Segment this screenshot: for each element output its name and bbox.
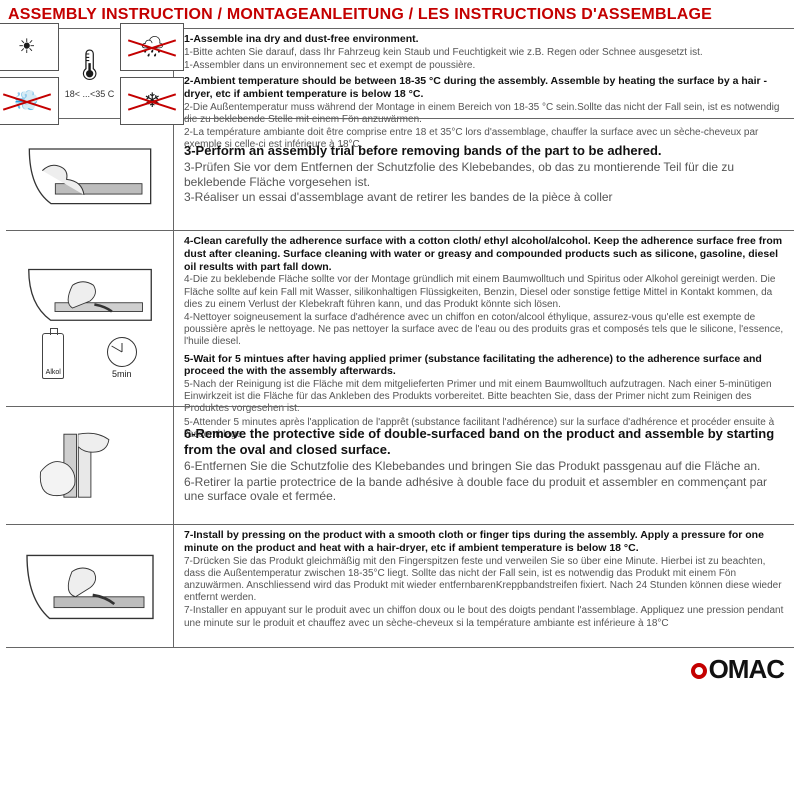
step-6-text: 6-Remove the protective side of double-s… — [174, 407, 794, 524]
step3-en: 3-Perform an assembly trial before remov… — [184, 143, 788, 159]
step-4-5-text: 4-Clean carefully the adherence surface … — [174, 231, 794, 406]
step4-en: 4-Clean carefully the adherence surface … — [184, 235, 788, 273]
step-7-picto — [6, 525, 174, 647]
thermometer-icon: 🌡 — [70, 48, 108, 83]
step-7-text: 7-Install by pressing on the product wit… — [174, 525, 794, 647]
no-rain-icon: 🌧 — [120, 23, 184, 71]
step1-en: 1-Assemble ina dry and dust-free environ… — [184, 33, 788, 46]
step7-fr: 7-Installer en appuyant sur le produit a… — [184, 605, 788, 629]
step-1-2-picto: ☀ 💨 🌡 18< ...<35 C 🌧 ❄ — [6, 29, 174, 118]
sun-icon: ☀ — [0, 23, 59, 71]
step3-fr: 3-Réaliser un essai d'assemblage avant d… — [184, 190, 788, 205]
step-4-5-picto: Alkol 5min — [6, 231, 174, 406]
step-3-row: 3-Perform an assembly trial before remov… — [6, 118, 794, 230]
step-1-2-text: 1-Assemble ina dry and dust-free environ… — [174, 29, 794, 118]
step-6-row: 6-Remove the protective side of double-s… — [6, 406, 794, 524]
peel-tape-icon — [15, 418, 165, 513]
step1-de: 1-Bitte achten Sie darauf, dass Ihr Fahr… — [184, 47, 788, 59]
wait-5min-icon: 5min — [107, 337, 137, 379]
step4-fr: 4-Nettoyer soigneusement la surface d'ad… — [184, 312, 788, 349]
step-7-row: 7-Install by pressing on the product wit… — [6, 524, 794, 648]
step-1-2-row: ☀ 💨 🌡 18< ...<35 C 🌧 ❄ 1-Assemble ina dr… — [6, 28, 794, 118]
brand-logo: OMAC — [691, 654, 784, 685]
temp-range-label: 18< ...<35 C — [65, 89, 115, 99]
press-install-icon — [15, 541, 165, 631]
bottle-label: Alkol — [46, 369, 61, 376]
step7-en: 7-Install by pressing on the product wit… — [184, 529, 788, 555]
step-6-picto — [6, 407, 174, 524]
step4-de: 4-Die zu beklebende Fläche sollte vor de… — [184, 274, 788, 311]
wait-label: 5min — [112, 369, 132, 379]
step6-en: 6-Remove the protective side of double-s… — [184, 426, 788, 458]
trial-fit-icon — [15, 136, 165, 214]
step-3-text: 3-Perform an assembly trial before remov… — [174, 119, 794, 230]
step5-en: 5-Wait for 5 mintues after having applie… — [184, 353, 788, 379]
page-title: ASSEMBLY INSTRUCTION / MONTAGEANLEITUNG … — [8, 6, 794, 24]
no-snow-icon: ❄ — [120, 77, 184, 125]
brand-text: OMAC — [709, 654, 784, 685]
step6-fr: 6-Retirer la partie protectrice de la ba… — [184, 475, 788, 504]
step2-en: 2-Ambient temperature should be between … — [184, 75, 788, 101]
step-3-picto — [6, 119, 174, 230]
step6-de: 6-Entfernen Sie die Schutzfolie des Kleb… — [184, 459, 788, 474]
step7-de: 7-Drücken Sie das Produkt gleichmäßig mi… — [184, 556, 788, 605]
assembly-instruction-sheet: ASSEMBLY INSTRUCTION / MONTAGEANLEITUNG … — [0, 0, 800, 800]
step3-de: 3-Prüfen Sie vor dem Entfernen der Schut… — [184, 160, 788, 189]
footer: OMAC — [6, 648, 794, 685]
step1-fr: 1-Assembler dans un environnement sec et… — [184, 60, 788, 72]
logo-ring-icon — [691, 663, 707, 679]
clean-surface-icon — [15, 259, 165, 329]
step-4-5-row: Alkol 5min 4-Clean carefully the adheren… — [6, 230, 794, 406]
alcohol-bottle-icon: Alkol — [42, 333, 64, 379]
no-spray-icon: 💨 — [0, 77, 59, 125]
